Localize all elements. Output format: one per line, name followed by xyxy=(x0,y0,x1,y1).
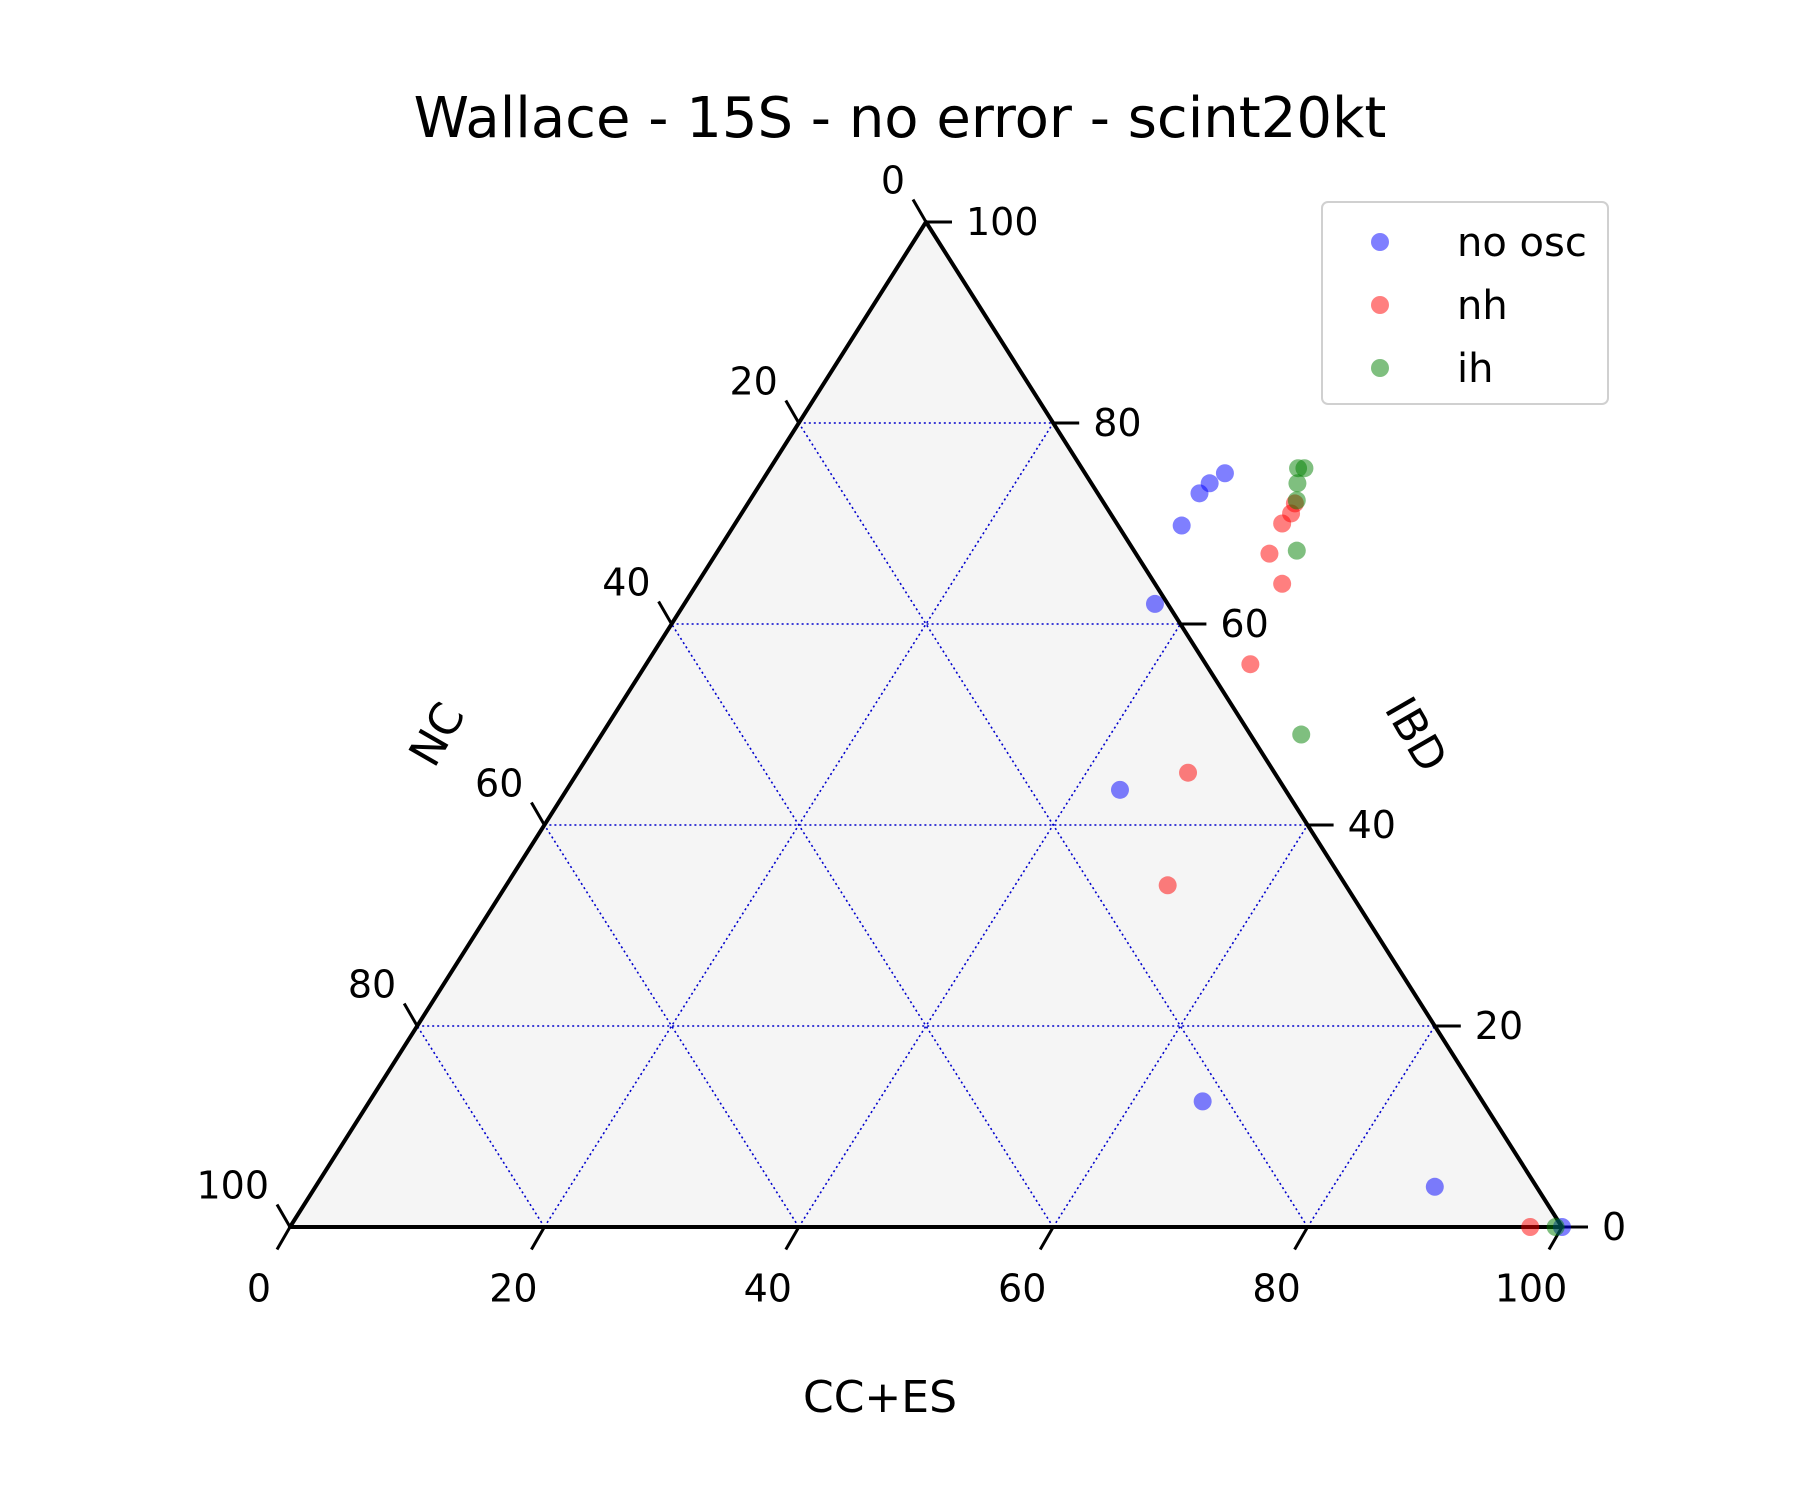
right-tick-label: 80 xyxy=(1093,401,1141,445)
grid-line-ccs-40 xyxy=(798,623,1182,1228)
data-point xyxy=(1288,474,1307,493)
data-point xyxy=(1287,491,1306,510)
data-point xyxy=(1179,763,1198,782)
bottom-tick-0 xyxy=(275,1226,292,1251)
left-tick-label: 40 xyxy=(602,560,650,604)
bottom-tick-80 xyxy=(1293,1226,1309,1251)
data-point xyxy=(1273,574,1292,593)
bottom-axis-label: CC+ES xyxy=(803,1372,957,1423)
right-axis-label: IBD xyxy=(1374,689,1457,781)
bottom-tick-60 xyxy=(1038,1226,1055,1251)
data-point xyxy=(1172,516,1191,535)
legend-marker xyxy=(1371,359,1389,377)
bottom-tick-label: 40 xyxy=(744,1267,792,1311)
data-points xyxy=(1110,459,1571,1236)
left-tick-label: 60 xyxy=(475,761,523,805)
data-point xyxy=(1521,1218,1540,1236)
series-ih xyxy=(1287,459,1565,1236)
left-tick-0 xyxy=(911,198,928,223)
legend-marker xyxy=(1371,233,1389,251)
right-tick-label: 100 xyxy=(966,200,1039,244)
data-point xyxy=(1425,1177,1444,1196)
chart-title: Wallace - 15S - no error - scint20kt xyxy=(414,86,1387,151)
grid-line-ccs-60 xyxy=(1052,824,1309,1228)
bottom-tick-label: 0 xyxy=(247,1267,271,1311)
data-point xyxy=(1260,544,1279,563)
left-tick-80 xyxy=(402,1002,419,1027)
legend-label: nh xyxy=(1457,283,1508,329)
legend: no osc nh ih xyxy=(1321,201,1609,405)
left-tick-60 xyxy=(530,801,546,826)
left-tick-100 xyxy=(275,1203,292,1228)
left-tick-label: 0 xyxy=(881,158,905,202)
data-point xyxy=(1215,464,1234,483)
bottom-tick-label: 80 xyxy=(1252,1267,1300,1311)
right-tick-label: 20 xyxy=(1475,1004,1523,1048)
bottom-tick-label: 100 xyxy=(1495,1267,1568,1311)
data-point xyxy=(1289,459,1308,478)
data-point xyxy=(1546,1218,1565,1236)
data-point xyxy=(1193,1092,1212,1111)
ternary-plot-area xyxy=(290,222,1562,1227)
data-point xyxy=(1145,594,1164,613)
data-point xyxy=(1110,780,1129,799)
grid-line-nc-40 xyxy=(670,623,1054,1228)
legend-label: ih xyxy=(1457,346,1493,392)
data-point xyxy=(1273,514,1292,533)
ternary-frame xyxy=(288,220,1564,1229)
left-tick-label: 80 xyxy=(348,962,396,1006)
right-tick-label: 40 xyxy=(1348,803,1396,847)
tick-labels: 0 0 0 20 20 20 40 40 40 60 60 60 80 80 80 100 100 100 xyxy=(196,158,1626,1310)
left-tick-label: 20 xyxy=(729,359,777,403)
grid-line-nc-60 xyxy=(543,824,800,1228)
bottom-tick-label: 20 xyxy=(489,1267,537,1311)
legend-frame xyxy=(1321,201,1609,405)
bottom-tick-20 xyxy=(530,1226,546,1251)
series-no-osc xyxy=(1110,464,1571,1236)
data-point xyxy=(1241,655,1260,674)
left-axis-label: NC xyxy=(399,694,475,775)
data-point xyxy=(1287,541,1306,560)
legend-marker xyxy=(1371,296,1389,314)
right-tick-label: 0 xyxy=(1602,1205,1626,1249)
bottom-tick-40 xyxy=(784,1226,801,1251)
left-tick-40 xyxy=(657,600,673,625)
right-tick-label: 60 xyxy=(1220,602,1268,646)
bottom-tick-label: 60 xyxy=(998,1267,1046,1311)
tick-marks xyxy=(275,198,1588,1251)
grid-lines xyxy=(416,422,1436,1228)
data-point xyxy=(1158,876,1177,895)
left-tick-label: 100 xyxy=(196,1163,269,1207)
left-tick-20 xyxy=(784,399,801,424)
data-point xyxy=(1292,725,1311,744)
legend-label: no osc xyxy=(1457,220,1587,266)
data-point xyxy=(1190,484,1209,503)
